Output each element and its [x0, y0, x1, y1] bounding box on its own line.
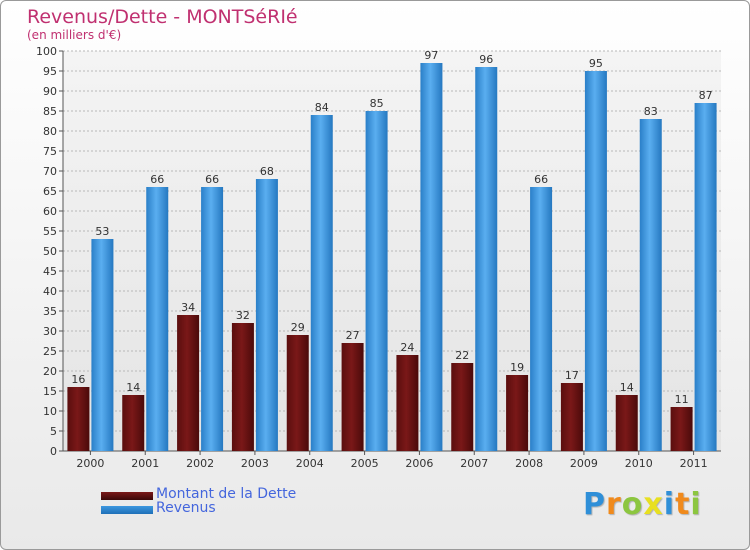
- data-label-dette: 22: [455, 349, 469, 362]
- y-tick-label: 100: [36, 45, 57, 58]
- y-tick-label: 60: [43, 205, 57, 218]
- bar-dette: [177, 315, 200, 451]
- y-tick-label: 5: [50, 425, 57, 438]
- y-tick-label: 25: [43, 345, 57, 358]
- y-tick-label: 0: [50, 445, 57, 458]
- bar-revenus: [146, 187, 169, 451]
- logo-letter: t: [675, 487, 691, 522]
- data-label-revenus: 66: [150, 173, 164, 186]
- legend-swatch-revenus: [101, 506, 153, 514]
- y-tick-label: 85: [43, 105, 57, 118]
- y-tick-label: 70: [43, 165, 57, 178]
- data-label-dette: 34: [181, 301, 195, 314]
- y-tick-label: 35: [43, 305, 57, 318]
- data-label-dette: 17: [565, 369, 579, 382]
- data-label-revenus: 68: [260, 165, 274, 178]
- data-label-dette: 27: [346, 329, 360, 342]
- y-tick-label: 15: [43, 385, 57, 398]
- data-label-dette: 11: [675, 393, 689, 406]
- y-tick-label: 80: [43, 125, 57, 138]
- logo-letter: r: [606, 487, 622, 522]
- chart-title: Revenus/Dette - MONTSéRIé: [27, 6, 298, 28]
- bar-dette: [341, 343, 364, 451]
- bar-dette: [286, 335, 309, 451]
- y-tick-label: 95: [43, 65, 57, 78]
- data-label-revenus: 53: [95, 225, 109, 238]
- data-label-dette: 32: [236, 309, 250, 322]
- logo-letter: x: [643, 487, 664, 522]
- x-tick-label: 2007: [460, 457, 488, 470]
- y-tick-label: 50: [43, 245, 57, 258]
- x-tick-label: 2008: [515, 457, 543, 470]
- bar-revenus: [584, 71, 607, 451]
- bar-dette: [67, 387, 90, 451]
- bar-revenus: [255, 179, 278, 451]
- data-label-dette: 14: [126, 381, 140, 394]
- data-label-revenus: 83: [644, 105, 658, 118]
- x-tick-label: 2010: [625, 457, 653, 470]
- logo-letter: P: [583, 487, 606, 522]
- x-tick-label: 2002: [186, 457, 214, 470]
- x-tick-label: 2006: [405, 457, 433, 470]
- legend-label-dette: Montant de la Dette: [156, 486, 297, 502]
- x-tick-label: 2003: [241, 457, 269, 470]
- bar-dette: [506, 375, 529, 451]
- bar-revenus: [365, 111, 388, 451]
- y-tick-label: 30: [43, 325, 57, 338]
- bar-dette: [231, 323, 254, 451]
- bar-dette: [396, 355, 419, 451]
- y-tick-label: 75: [43, 145, 57, 158]
- legend-swatch-dette: [101, 492, 153, 500]
- data-label-dette: 19: [510, 361, 524, 374]
- y-tick-label: 65: [43, 185, 57, 198]
- bar-revenus: [694, 103, 717, 451]
- data-label-revenus: 66: [205, 173, 219, 186]
- bar-dette: [560, 383, 583, 451]
- x-tick-label: 2004: [296, 457, 324, 470]
- y-tick-label: 40: [43, 285, 57, 298]
- bar-revenus: [530, 187, 553, 451]
- data-label-dette: 29: [291, 321, 305, 334]
- data-label-revenus: 95: [589, 57, 603, 70]
- x-tick-label: 2009: [570, 457, 598, 470]
- x-tick-label: 2011: [680, 457, 708, 470]
- data-label-revenus: 97: [424, 49, 438, 62]
- bar-dette: [122, 395, 145, 451]
- bar-revenus: [201, 187, 224, 451]
- x-tick-label: 2005: [351, 457, 379, 470]
- y-tick-label: 45: [43, 265, 57, 278]
- bar-revenus: [310, 115, 333, 451]
- data-label-revenus: 87: [699, 89, 713, 102]
- data-label-dette: 24: [400, 341, 414, 354]
- x-tick-label: 2001: [131, 457, 159, 470]
- legend-label-revenus: Revenus: [156, 500, 216, 516]
- y-tick-label: 20: [43, 365, 57, 378]
- y-tick-label: 90: [43, 85, 57, 98]
- logo-letter: o: [621, 487, 644, 522]
- y-tick-label: 55: [43, 225, 57, 238]
- bar-revenus: [420, 63, 443, 451]
- proxiti-logo: Proxiti: [583, 487, 702, 522]
- x-tick-label: 2000: [76, 457, 104, 470]
- data-label-revenus: 85: [370, 97, 384, 110]
- logo-letter: i: [690, 487, 702, 522]
- data-label-revenus: 66: [534, 173, 548, 186]
- data-label-revenus: 96: [479, 53, 493, 66]
- y-tick-label: 10: [43, 405, 57, 418]
- bar-dette: [451, 363, 474, 451]
- bar-revenus: [475, 67, 498, 451]
- logo-letter: i: [663, 487, 676, 522]
- data-label-dette: 14: [620, 381, 634, 394]
- data-label-revenus: 84: [315, 101, 329, 114]
- bar-revenus: [91, 239, 114, 451]
- chart-subtitle: (en milliers d'€): [27, 28, 122, 42]
- data-label-dette: 16: [71, 373, 85, 386]
- bar-dette: [670, 407, 693, 451]
- bar-dette: [615, 395, 638, 451]
- bar-revenus: [639, 119, 662, 451]
